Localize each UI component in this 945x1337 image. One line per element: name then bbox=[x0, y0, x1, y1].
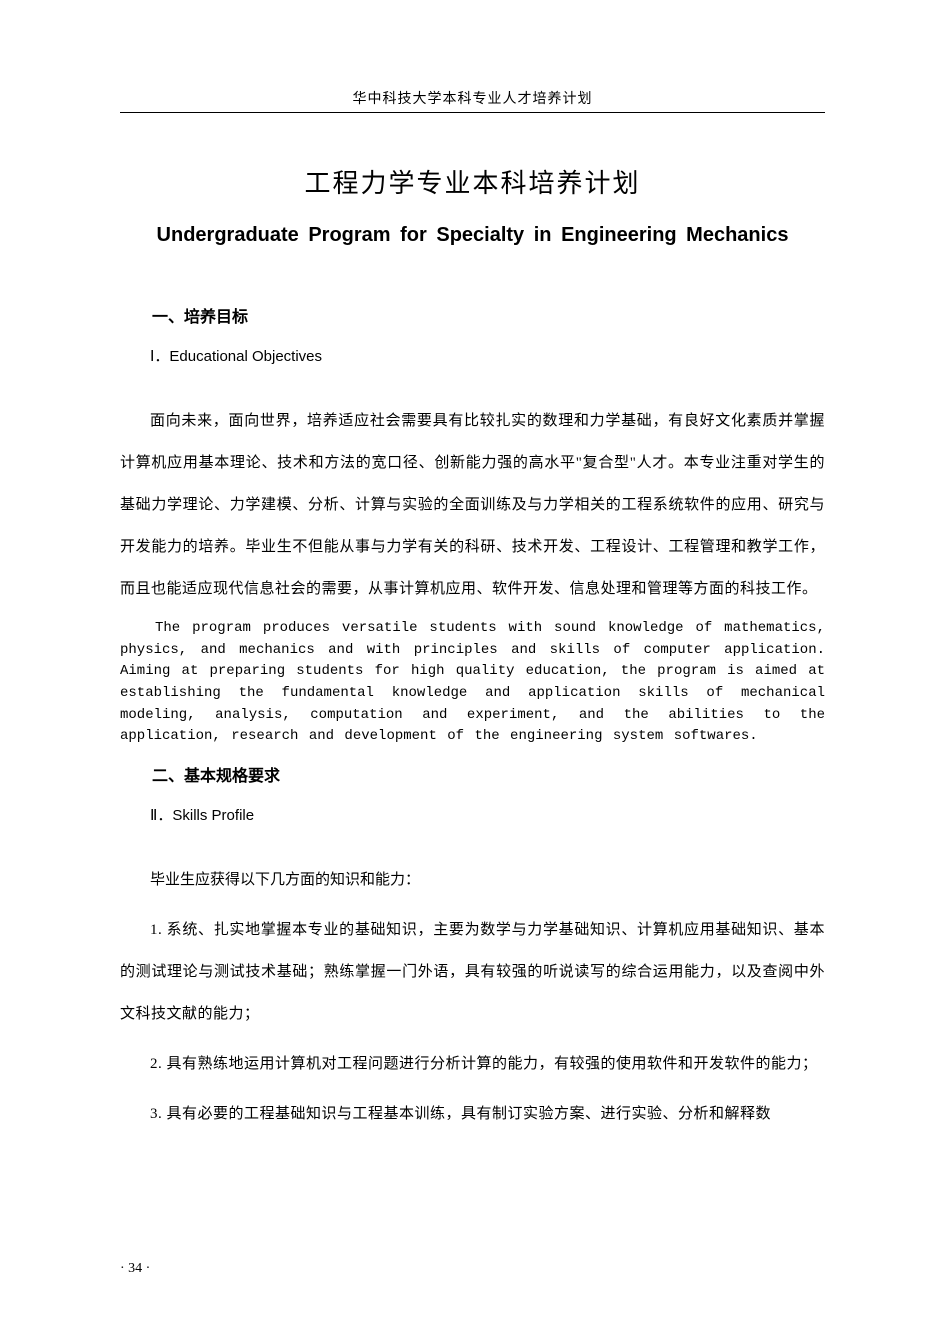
page-number: · 34 · bbox=[120, 1261, 150, 1277]
list-item: 1. 系统、扎实地掌握本专业的基础知识，主要为数学与力学基础知识、计算机应用基础… bbox=[120, 909, 825, 1035]
section1-body-cn: 面向未来，面向世界，培养适应社会需要具有比较扎实的数理和力学基础，有良好文化素质… bbox=[120, 400, 825, 610]
list-item: 3. 具有必要的工程基础知识与工程基本训练，具有制订实验方案、进行实验、分析和解… bbox=[120, 1093, 825, 1135]
section2-heading-cn: 二、基本规格要求 bbox=[120, 762, 825, 786]
header-divider bbox=[120, 112, 825, 113]
section1-body-en: The program produces versatile students … bbox=[120, 618, 825, 748]
list-item: 2. 具有熟练地运用计算机对工程问题进行分析计算的能力，有较强的使用软件和开发软… bbox=[120, 1043, 825, 1085]
title-chinese: 工程力学专业本科培养计划 bbox=[120, 163, 825, 200]
section2-intro: 毕业生应获得以下几方面的知识和能力： bbox=[120, 859, 825, 901]
section1-heading-en: Ⅰ．Educational Objectives bbox=[120, 345, 825, 366]
section1-heading-cn: 一、培养目标 bbox=[120, 303, 825, 327]
page-header: 华中科技大学本科专业人才培养计划 bbox=[120, 88, 825, 108]
document-page: 华中科技大学本科专业人才培养计划 工程力学专业本科培养计划 Undergradu… bbox=[0, 0, 945, 1183]
section2-heading-en: Ⅱ．Skills Profile bbox=[120, 804, 825, 825]
title-english: Undergraduate Program for Specialty in E… bbox=[120, 224, 825, 247]
